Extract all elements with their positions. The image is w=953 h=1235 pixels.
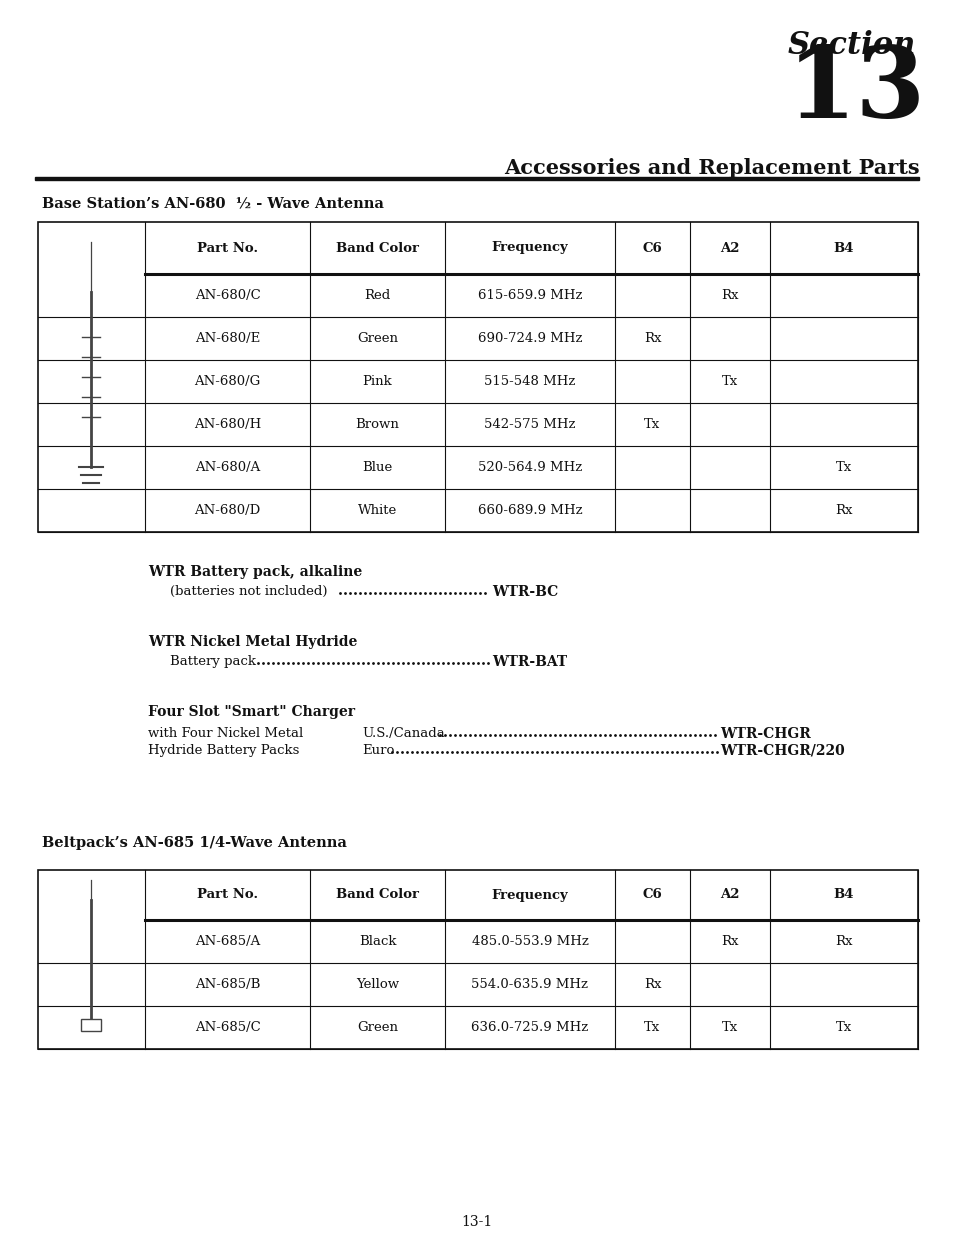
Bar [38, 869, 917, 1049]
Text: WTR Battery pack, alkaline: WTR Battery pack, alkaline [148, 564, 362, 579]
Text: Tx: Tx [643, 1021, 659, 1034]
Text: Brown: Brown [355, 417, 399, 431]
Text: B4: B4 [833, 242, 853, 254]
Text: Rx: Rx [835, 504, 852, 517]
Text: WTR-BAT: WTR-BAT [492, 655, 566, 669]
Text: Accessories and Replacement Parts: Accessories and Replacement Parts [504, 158, 919, 178]
Text: A2: A2 [720, 242, 739, 254]
Text: C6: C6 [642, 888, 661, 902]
Text: AN-680/H: AN-680/H [193, 417, 261, 431]
Text: U.S./Canada: U.S./Canada [361, 727, 444, 740]
Text: Pink: Pink [362, 375, 392, 388]
Text: Rx: Rx [720, 289, 738, 303]
Text: Part No.: Part No. [196, 888, 258, 902]
Text: C6: C6 [642, 242, 661, 254]
Text: AN-685/C: AN-685/C [194, 1021, 260, 1034]
Text: Rx: Rx [720, 935, 738, 948]
Text: Frequency: Frequency [491, 888, 568, 902]
Text: Band Color: Band Color [335, 888, 418, 902]
Text: 554.0-635.9 MHz: 554.0-635.9 MHz [471, 978, 588, 990]
Text: WTR-CHGR/220: WTR-CHGR/220 [720, 743, 843, 758]
Text: AN-685/B: AN-685/B [194, 978, 260, 990]
Text: Red: Red [364, 289, 390, 303]
Text: A2: A2 [720, 888, 739, 902]
Text: 660-689.9 MHz: 660-689.9 MHz [477, 504, 581, 517]
Text: 485.0-553.9 MHz: 485.0-553.9 MHz [471, 935, 588, 948]
Text: 515-548 MHz: 515-548 MHz [484, 375, 575, 388]
Text: AN-680/E: AN-680/E [194, 332, 260, 345]
Text: White: White [357, 504, 396, 517]
Text: Yellow: Yellow [355, 978, 398, 990]
Text: WTR-CHGR: WTR-CHGR [720, 727, 810, 741]
Text: Rx: Rx [643, 332, 660, 345]
Text: Tx: Tx [721, 375, 738, 388]
Text: 615-659.9 MHz: 615-659.9 MHz [477, 289, 581, 303]
Bar [35, 177, 918, 180]
Text: Base Station’s AN-680  ½ - Wave Antenna: Base Station’s AN-680 ½ - Wave Antenna [42, 196, 383, 210]
Text: 542-575 MHz: 542-575 MHz [484, 417, 576, 431]
Text: AN-685/A: AN-685/A [194, 935, 260, 948]
Text: AN-680/A: AN-680/A [194, 461, 260, 474]
Text: Tx: Tx [721, 1021, 738, 1034]
Text: Black: Black [358, 935, 395, 948]
Text: Frequency: Frequency [491, 242, 568, 254]
Text: WTR-BC: WTR-BC [492, 585, 558, 599]
Text: Battery pack: Battery pack [170, 655, 255, 668]
Text: Beltpack’s AN-685 1/4-Wave Antenna: Beltpack’s AN-685 1/4-Wave Antenna [42, 836, 347, 850]
Text: AN-680/C: AN-680/C [194, 289, 260, 303]
Text: 636.0-725.9 MHz: 636.0-725.9 MHz [471, 1021, 588, 1034]
Text: Tx: Tx [643, 417, 659, 431]
Bar [38, 222, 917, 532]
Text: Green: Green [356, 332, 397, 345]
Text: with Four Nickel Metal: with Four Nickel Metal [148, 727, 303, 740]
Text: Band Color: Band Color [335, 242, 418, 254]
Text: B4: B4 [833, 888, 853, 902]
Text: Green: Green [356, 1021, 397, 1034]
Text: (batteries not included): (batteries not included) [170, 585, 327, 598]
Text: AN-680/G: AN-680/G [194, 375, 260, 388]
Text: 690-724.9 MHz: 690-724.9 MHz [477, 332, 581, 345]
Text: Four Slot "Smart" Charger: Four Slot "Smart" Charger [148, 705, 355, 719]
Text: Blue: Blue [362, 461, 393, 474]
Text: Euro: Euro [361, 743, 394, 757]
Text: Hydride Battery Packs: Hydride Battery Packs [148, 743, 299, 757]
Text: Section: Section [787, 30, 915, 61]
Text: Tx: Tx [835, 1021, 851, 1034]
Text: 13: 13 [786, 42, 925, 140]
Text: Tx: Tx [835, 461, 851, 474]
Text: 520-564.9 MHz: 520-564.9 MHz [477, 461, 581, 474]
Bar [81, 1019, 101, 1031]
Text: Rx: Rx [835, 935, 852, 948]
Text: Part No.: Part No. [196, 242, 258, 254]
Text: 13-1: 13-1 [461, 1215, 492, 1229]
Text: AN-680/D: AN-680/D [194, 504, 260, 517]
Text: WTR Nickel Metal Hydride: WTR Nickel Metal Hydride [148, 635, 357, 650]
Text: Rx: Rx [643, 978, 660, 990]
